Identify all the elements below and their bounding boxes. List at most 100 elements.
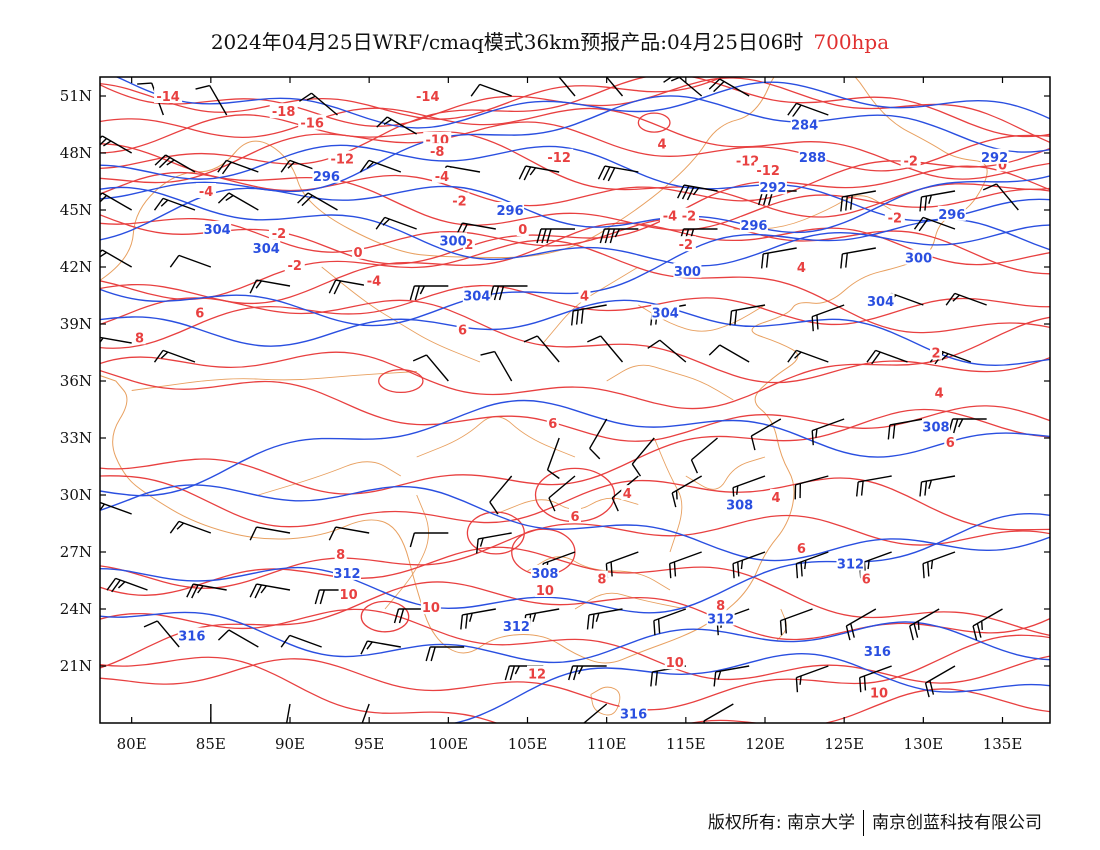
height-label-bg	[863, 642, 892, 658]
temperature-contour	[100, 369, 1050, 442]
barb-feather	[845, 625, 851, 641]
barb-shaft	[367, 640, 401, 648]
province-border	[685, 456, 766, 490]
height-label: 292	[759, 181, 786, 196]
barb-feather	[298, 92, 312, 102]
temperature-closed-contour	[637, 112, 671, 133]
wind-barb	[811, 304, 845, 332]
lat-tick-label: 21N	[60, 657, 92, 675]
wind-barb	[859, 665, 892, 693]
wind-barb	[795, 551, 829, 579]
barb-feather	[479, 537, 484, 547]
barb-feather	[191, 584, 199, 599]
temperature-label: -4	[663, 210, 677, 225]
wind-barb	[186, 583, 227, 599]
barb-feather	[111, 579, 121, 593]
temperature-label-bg	[284, 257, 305, 273]
barb-shaft	[307, 192, 338, 211]
wind-barb	[945, 292, 987, 306]
barb-shaft	[751, 418, 782, 437]
temperature-label-bg	[621, 485, 634, 501]
barb-feather	[509, 665, 516, 681]
barb-feather	[217, 629, 230, 641]
lat-tick-label: 36N	[60, 372, 92, 390]
barb-feather	[918, 218, 929, 232]
temperature-contour	[100, 77, 1050, 170]
barb-feather	[153, 197, 164, 211]
temperature-label-bg	[193, 304, 206, 320]
barb-shaft	[732, 551, 766, 565]
temperature-label: 4	[797, 261, 806, 276]
height-label: 296	[497, 204, 524, 219]
wind-barb	[361, 703, 370, 723]
province-border	[590, 686, 621, 716]
map-title: 2024年04月25日WRF/cmaq模式36km预报产品:04月25日06时 7…	[0, 26, 1100, 55]
barb-shaft	[921, 475, 956, 483]
wind-barb	[425, 646, 465, 662]
barb-feather	[607, 167, 616, 182]
plot-area	[100, 77, 1050, 723]
barb-shaft	[558, 77, 576, 97]
wind-barb	[845, 608, 877, 641]
temperature-label: 0	[518, 223, 527, 238]
barb-shaft	[361, 703, 370, 723]
barb-shaft	[462, 608, 496, 616]
wind-barb	[708, 78, 750, 97]
wind-barb	[840, 190, 876, 212]
barb-feather	[736, 485, 739, 495]
barb-shaft	[209, 85, 228, 116]
wind-barb	[518, 165, 560, 181]
height-label-bg	[937, 205, 966, 221]
height-label-bg	[980, 148, 1009, 164]
wind-barb	[840, 247, 876, 269]
temperature-label: 8	[135, 331, 144, 346]
barb-shaft	[846, 608, 877, 627]
temperature-label-bg	[328, 150, 357, 166]
temperature-label: 6	[862, 573, 871, 588]
barb-feather	[314, 589, 321, 605]
barb-feather	[504, 665, 511, 681]
province-border	[574, 592, 686, 610]
barb-feather	[692, 187, 700, 196]
temperature-label: -2	[452, 195, 466, 210]
wind-barb	[690, 437, 718, 474]
temperature-label-bg	[595, 570, 608, 586]
temperature-label: 0	[354, 246, 363, 261]
height-label: 316	[178, 630, 205, 645]
temperature-label: -2	[888, 212, 902, 227]
barb-shaft	[285, 703, 291, 723]
wind-barb	[919, 190, 956, 212]
barb-feather	[540, 70, 553, 76]
height-label: 300	[440, 234, 467, 249]
temperature-label: 10	[340, 588, 358, 603]
temperature-label: -4	[435, 170, 449, 185]
barb-shaft	[703, 703, 734, 722]
temperature-label: 4	[580, 290, 589, 305]
lat-tick-label: 24N	[60, 600, 92, 618]
barb-shaft	[600, 335, 624, 363]
barb-feather	[409, 285, 416, 301]
temperature-label: -4	[199, 185, 213, 200]
barb-feather	[255, 280, 263, 289]
temperature-contour	[100, 475, 1050, 531]
footer-divider	[863, 810, 864, 836]
temperature-label: -2	[288, 259, 302, 274]
temperature-label: 12	[528, 668, 546, 683]
temperature-label-bg	[675, 236, 696, 252]
wind-barb	[924, 665, 956, 698]
barb-feather	[518, 165, 527, 180]
wind-barb	[779, 608, 813, 636]
temperature-label: -12	[547, 151, 571, 166]
barb-feather	[414, 285, 421, 301]
height-label: 288	[799, 151, 826, 166]
temperature-closed-contour	[378, 368, 424, 394]
height-contour	[100, 611, 1050, 664]
wind-barb	[647, 339, 687, 363]
barb-feather	[610, 561, 613, 577]
barb-feather	[570, 310, 574, 326]
barb-feather	[917, 620, 920, 630]
barb-feather	[924, 195, 928, 211]
temperature-contour	[100, 608, 1050, 684]
temperature-label: 4	[935, 386, 944, 401]
barb-feather	[154, 154, 167, 166]
